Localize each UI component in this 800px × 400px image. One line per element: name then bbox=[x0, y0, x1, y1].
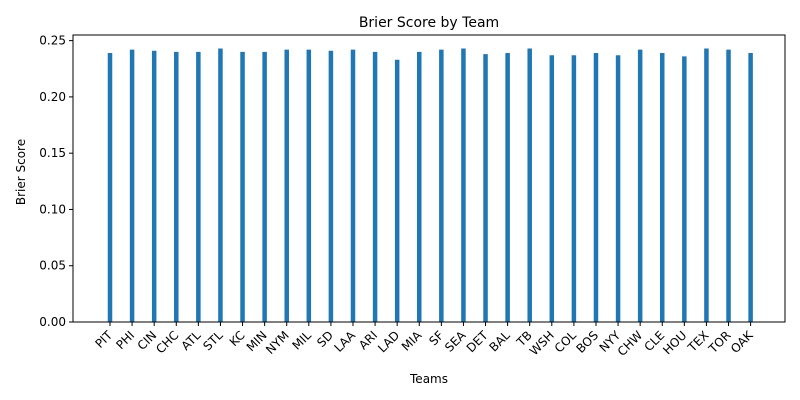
bar-tex bbox=[704, 48, 709, 322]
bar-stl bbox=[218, 48, 223, 322]
bar-wsh bbox=[549, 55, 555, 322]
bar-min bbox=[262, 51, 267, 322]
bar-atl bbox=[196, 51, 201, 322]
y-axis-label: Brier Score bbox=[14, 139, 28, 205]
bar-oak bbox=[748, 53, 753, 322]
y-tick-label: 0.15 bbox=[39, 146, 66, 160]
bar-chw bbox=[637, 49, 643, 322]
bar-sea bbox=[461, 48, 466, 322]
bar-cle bbox=[660, 53, 665, 322]
bar-col bbox=[571, 55, 577, 322]
chart-title: Brier Score by Team bbox=[359, 15, 499, 31]
bar-hou bbox=[682, 56, 687, 322]
bar-bal bbox=[505, 53, 510, 322]
bar-laa bbox=[350, 49, 356, 322]
bar-phi bbox=[129, 49, 135, 322]
y-tick-label: 0.05 bbox=[39, 259, 66, 273]
bar-sd bbox=[328, 50, 334, 322]
bar-pit bbox=[107, 53, 113, 322]
bar-tb bbox=[527, 48, 532, 322]
x-axis-label: Teams bbox=[409, 372, 448, 386]
bar-chc bbox=[174, 51, 179, 322]
bar-tor bbox=[726, 49, 731, 322]
bar-sf bbox=[439, 49, 444, 322]
bar-nyy bbox=[615, 55, 621, 322]
y-tick-label: 0.00 bbox=[39, 315, 66, 329]
y-tick-label: 0.20 bbox=[39, 90, 66, 104]
plot-frame bbox=[72, 34, 786, 323]
bar-lad bbox=[394, 59, 400, 322]
bars-group bbox=[107, 48, 753, 322]
bar-mil bbox=[306, 49, 312, 322]
bar-det bbox=[483, 54, 488, 322]
bar-nym bbox=[284, 49, 289, 322]
y-axis: 0.00 0.05 0.10 0.15 0.20 0.25 bbox=[39, 34, 73, 329]
bar-kc bbox=[240, 51, 245, 322]
y-tick-label: 0.10 bbox=[39, 202, 66, 216]
bar-mia bbox=[417, 51, 422, 322]
bar-bos bbox=[593, 53, 599, 322]
bar-cin bbox=[151, 50, 157, 322]
y-tick-label: 0.25 bbox=[39, 34, 66, 48]
bar-ari bbox=[372, 51, 378, 322]
